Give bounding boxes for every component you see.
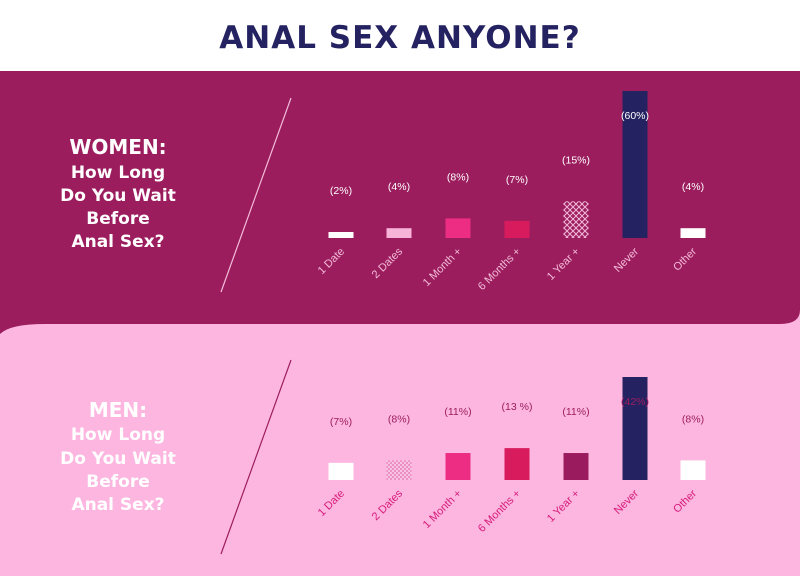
women-bar-0	[328, 232, 354, 238]
women-value-label-1: (4%)	[388, 181, 410, 193]
men-bar-4	[563, 453, 589, 480]
men-bar-1	[386, 460, 412, 480]
men-bar-0	[328, 462, 354, 480]
women-bar-6	[680, 228, 706, 238]
women-value-label-6: (4%)	[682, 181, 704, 193]
women-heading-line-3: Do You Wait	[60, 186, 176, 206]
men-value-label-3: (13 %)	[502, 401, 533, 413]
women-heading: WOMEN: How Long Do You Wait Before Anal …	[60, 135, 176, 252]
women-bar-5	[622, 91, 648, 238]
women-section-background	[0, 71, 800, 334]
women-bar-3	[504, 220, 530, 238]
men-value-label-6: (8%)	[682, 413, 704, 425]
men-heading-line-5: Anal Sex?	[71, 495, 164, 515]
men-value-label-4: (11%)	[562, 406, 589, 418]
men-heading-line-3: Do You Wait	[60, 449, 176, 469]
men-bar-6	[680, 460, 706, 480]
women-value-label-2: (8%)	[447, 171, 469, 183]
men-bar-2	[445, 453, 471, 480]
men-heading: MEN: How Long Do You Wait Before Anal Se…	[60, 398, 176, 515]
men-section-background	[0, 300, 800, 576]
women-bar-4	[563, 201, 589, 238]
women-heading-line-4: Before	[86, 209, 149, 229]
men-bar-5	[622, 377, 648, 480]
women-value-label-3: (7%)	[506, 174, 528, 186]
women-heading-line-2: How Long	[71, 163, 165, 183]
women-value-label-5: (60%)	[621, 110, 649, 122]
men-value-label-5: (42%)	[621, 396, 649, 408]
men-value-label-1: (8%)	[388, 413, 410, 425]
women-bar-1	[386, 228, 412, 238]
men-heading-line-1: MEN:	[89, 398, 147, 422]
women-divider-line	[220, 97, 292, 293]
men-heading-line-2: How Long	[71, 425, 165, 445]
men-value-label-0: (7%)	[330, 416, 352, 428]
men-heading-line-4: Before	[86, 472, 149, 492]
women-heading-line-5: Anal Sex?	[71, 232, 164, 252]
main-title: ANAL SEX ANYONE?	[219, 20, 580, 56]
women-heading-line-1: WOMEN:	[69, 135, 166, 159]
women-value-label-4: (15%)	[562, 154, 590, 166]
men-value-label-2: (11%)	[444, 406, 471, 418]
men-bar-3	[504, 448, 530, 480]
women-bar-2	[445, 218, 471, 238]
men-divider-line	[220, 359, 292, 555]
women-value-label-0: (2%)	[330, 185, 352, 197]
